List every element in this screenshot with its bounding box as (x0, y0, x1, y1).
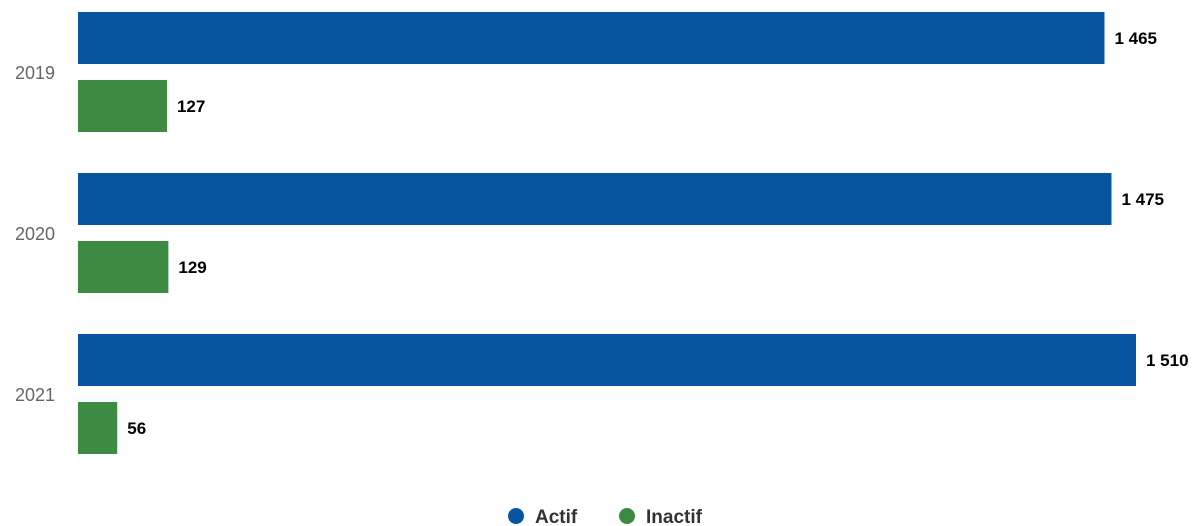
legend: Actif Inactif (508, 507, 703, 526)
bar-actif-2019 (78, 12, 1105, 64)
bar-inactif-2020 (78, 241, 169, 293)
bar-actif-2020 (78, 173, 1112, 225)
category-labels-group: 2019 2020 2021 (15, 63, 55, 405)
bar-actif-2021 (78, 334, 1136, 386)
value-label-actif-2021: 1 510 (1146, 351, 1189, 370)
legend-label-actif: Actif (535, 507, 578, 526)
value-label-inactif-2021: 56 (127, 419, 146, 438)
value-label-actif-2020: 1 475 (1121, 190, 1164, 209)
category-label-2019: 2019 (15, 63, 55, 83)
bar-inactif-2019 (78, 80, 167, 132)
bars-group (78, 12, 1136, 454)
legend-marker-inactif (619, 508, 635, 524)
value-label-actif-2019: 1 465 (1114, 29, 1157, 48)
value-labels-group: 1 465 127 1 475 129 1 510 56 (127, 29, 1188, 438)
category-label-2020: 2020 (15, 224, 55, 244)
legend-label-inactif: Inactif (646, 507, 703, 526)
value-label-inactif-2020: 129 (178, 258, 206, 277)
value-label-inactif-2019: 127 (177, 97, 205, 116)
category-label-2021: 2021 (15, 385, 55, 405)
legend-marker-actif (508, 508, 524, 524)
bar-inactif-2021 (78, 402, 118, 454)
